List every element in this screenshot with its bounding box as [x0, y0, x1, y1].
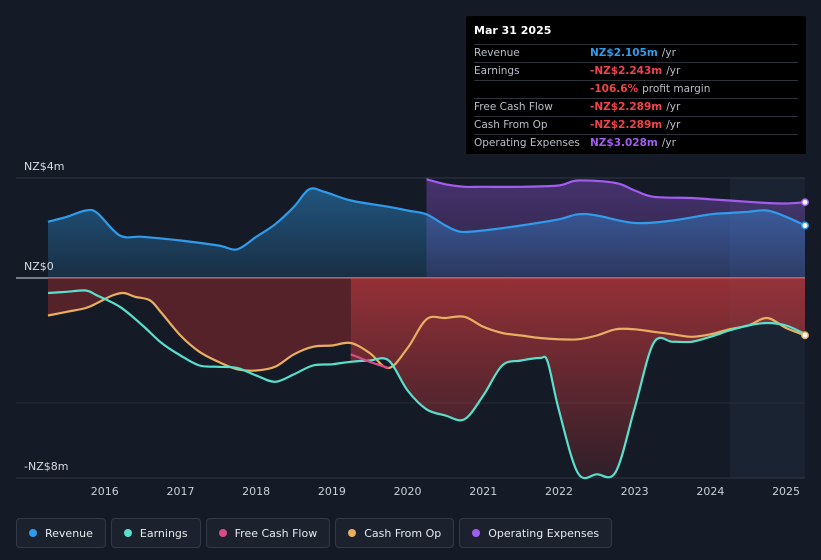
legend-item-cash-from-op[interactable]: Cash From Op [335, 518, 455, 548]
tooltip-row-label [474, 81, 590, 98]
tooltip-row-unit: /yr [666, 65, 681, 77]
x-axis-label: 2019 [318, 485, 346, 498]
tooltip-row-value: -106.6% [590, 83, 639, 95]
axis-label-layer: NZ$4m NZ$0 -NZ$8m 2016 2017 2018 2019 2020 2021 2… [24, 160, 800, 498]
legend-label: Cash From Op [364, 526, 442, 540]
y-axis-label: -NZ$8m [24, 460, 68, 473]
tooltip-row-value: NZ$2.105m [590, 47, 658, 59]
tooltip-row-label: Operating Expenses [474, 137, 580, 149]
x-axis-label: 2021 [469, 485, 497, 498]
legend-dot-icon [472, 529, 481, 537]
fill-layer [48, 179, 805, 479]
earnings-line [47, 289, 806, 480]
tooltip-row-label: Earnings [474, 65, 520, 77]
revenue-marker [801, 221, 809, 230]
tooltip-row-value: -NZ$2.289m [590, 101, 663, 113]
line-layer [47, 178, 809, 480]
tooltip-date: Mar 31 2025 [474, 22, 798, 45]
legend-dot-icon [123, 529, 132, 537]
tooltip-row: -106.6% profit margin [474, 81, 798, 99]
tooltip-row-unit: /yr [661, 47, 676, 59]
tooltip-row-value: -NZ$2.289m [590, 119, 663, 131]
x-axis-label: 2023 [621, 485, 649, 498]
tooltip-row: Earnings -NZ$2.243m/yr [474, 63, 798, 81]
x-axis-label: 2020 [394, 485, 422, 498]
y-axis-label: NZ$0 [24, 260, 54, 273]
legend-label: Revenue [45, 526, 93, 540]
y-axis-label: NZ$4m [24, 160, 64, 173]
revenue-area [48, 188, 805, 278]
x-axis-label: 2017 [166, 485, 194, 498]
tooltip-row-value: -NZ$2.243m [590, 65, 663, 77]
x-axis-label: 2018 [242, 485, 270, 498]
x-axis-label: 2016 [91, 485, 119, 498]
cash-from-op-marker [801, 331, 809, 340]
revenue-line [47, 187, 806, 251]
tooltip-row: Revenue NZ$2.105m/yr [474, 45, 798, 63]
legend: Revenue Earnings Free Cash Flow Cash From O… [16, 518, 613, 548]
tooltip-row: Operating Expenses NZ$3.028m/yr [474, 135, 798, 152]
tooltip-panel: Mar 31 2025 Revenue NZ$2.105m/yr Earnings -… [466, 16, 806, 154]
tooltip-row-unit: /yr [666, 101, 681, 113]
legend-item-operating-expenses[interactable]: Operating Expenses [459, 518, 613, 548]
legend-item-revenue[interactable]: Revenue [16, 518, 106, 548]
legend-dot-icon [218, 529, 227, 537]
legend-dot-icon [29, 529, 37, 537]
tooltip-row-label: Revenue [474, 47, 520, 59]
cash-from-op-area [48, 278, 351, 371]
operating-expenses-line [426, 178, 806, 205]
legend-item-earnings[interactable]: Earnings [110, 518, 201, 548]
tooltip-row-unit: profit margin [642, 83, 711, 95]
tooltip-row-unit: /yr [661, 137, 676, 149]
tooltip-row: Free Cash Flow -NZ$2.289m/yr [474, 99, 798, 117]
free-cash-flow-line [350, 353, 390, 370]
legend-label: Free Cash Flow [234, 526, 318, 540]
tooltip-row-unit: /yr [666, 119, 681, 131]
operating-expenses-marker [801, 198, 809, 207]
earnings-area [350, 278, 805, 479]
x-axis-label: 2024 [696, 485, 724, 498]
x-axis-label: 2022 [545, 485, 573, 498]
legend-label: Earnings [139, 526, 188, 540]
legend-dot-icon [348, 529, 357, 537]
legend-item-free-cash-flow[interactable]: Free Cash Flow [205, 518, 331, 548]
tooltip-row-value: NZ$3.028m [590, 137, 658, 149]
tooltip-row: Cash From Op -NZ$2.289m/yr [474, 117, 798, 135]
x-axis-label: 2025 [772, 485, 800, 498]
tooltip-row-label: Cash From Op [474, 119, 548, 131]
legend-label: Operating Expenses [488, 526, 600, 540]
cash-from-op-line [47, 291, 806, 372]
tooltip-row-label: Free Cash Flow [474, 101, 553, 113]
